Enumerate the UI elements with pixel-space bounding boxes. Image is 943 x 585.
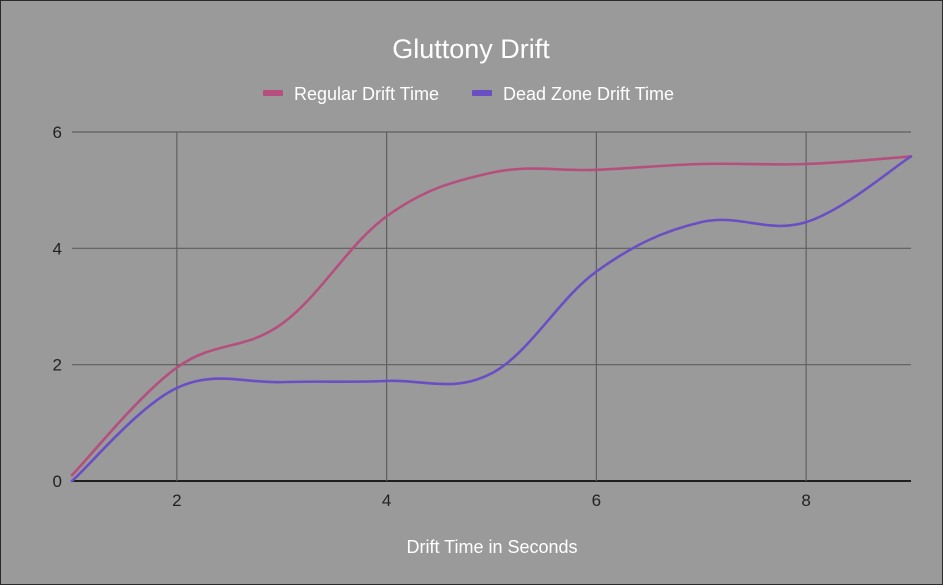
series-lines [70, 155, 913, 483]
x-tick-label-2: 2 [172, 491, 181, 510]
y-tick-label-6: 6 [53, 123, 62, 142]
legend-label-regular-drift-time: Regular Drift Time [294, 84, 439, 104]
x-tick-label-6: 6 [592, 491, 601, 510]
grid-lines [72, 131, 911, 482]
series-line-regular-drift-time [70, 155, 913, 477]
legend: Regular Drift Time Dead Zone Drift Time [263, 84, 674, 104]
x-tick-label-8: 8 [801, 491, 810, 510]
y-tick-label-2: 2 [53, 356, 62, 375]
y-tick-label-0: 0 [53, 472, 62, 491]
legend-swatch-dead-zone-drift-time [472, 90, 492, 96]
legend-swatch-regular-drift-time [263, 90, 283, 96]
x-axis-label: Drift Time in Seconds [406, 537, 577, 557]
tick-labels: 0 2 4 6 2 4 6 8 [53, 123, 811, 510]
y-tick-label-4: 4 [53, 239, 62, 258]
x-tick-label-4: 4 [382, 491, 391, 510]
chart-title: Gluttony Drift [392, 34, 550, 64]
series-line-dead-zone-drift-time [70, 155, 913, 483]
legend-label-dead-zone-drift-time: Dead Zone Drift Time [503, 84, 674, 104]
